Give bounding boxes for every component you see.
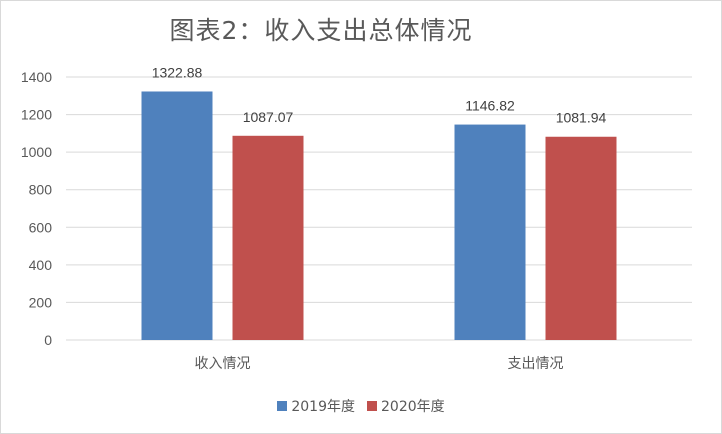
chart-legend: 2019年度 2020年度 xyxy=(0,396,722,416)
data-label: 1087.07 xyxy=(243,109,294,125)
data-label: 1146.82 xyxy=(465,98,515,114)
x-category-label: 收入情况 xyxy=(195,356,251,372)
legend-swatch-2019 xyxy=(277,401,288,411)
y-tick-label: 800 xyxy=(29,182,53,198)
bar xyxy=(454,124,526,340)
legend-label-2020: 2020年度 xyxy=(381,399,445,415)
y-tick-label: 1200 xyxy=(21,107,52,123)
legend-label-2019: 2019年度 xyxy=(291,399,355,415)
legend-item-2019: 2019年度 xyxy=(277,396,355,416)
bar xyxy=(232,135,304,340)
y-tick-label: 200 xyxy=(29,294,53,310)
y-tick-label: 0 xyxy=(44,332,52,348)
y-tick-label: 600 xyxy=(29,219,53,235)
y-tick-label: 400 xyxy=(29,257,53,273)
data-label: 1081.94 xyxy=(556,110,607,126)
y-tick-label: 1400 xyxy=(21,69,52,85)
bar xyxy=(141,91,213,340)
legend-swatch-2020 xyxy=(367,401,377,411)
y-tick-label: 1000 xyxy=(21,144,52,160)
chart-title: 图表2：收入支出总体情况 xyxy=(169,16,473,45)
bar xyxy=(545,136,617,340)
legend-item-2020: 2020年度 xyxy=(367,396,445,416)
x-category-label: 支出情况 xyxy=(508,356,564,372)
data-label: 1322.88 xyxy=(152,64,203,80)
